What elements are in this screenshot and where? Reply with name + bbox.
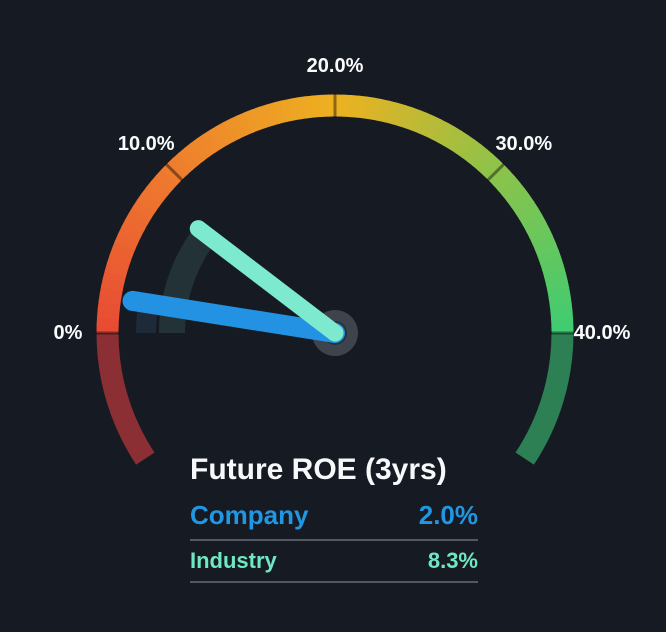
industry-needle	[189, 220, 344, 342]
chart-title: Future ROE (3yrs)	[190, 453, 447, 486]
industry-needle-trail	[159, 226, 216, 334]
gauge-tick-label: 40.0%	[574, 322, 631, 344]
industry-value: 8.3%	[427, 548, 478, 573]
gauge-tick-mark	[164, 162, 184, 182]
gauge-tick-label: 0%	[54, 322, 83, 344]
company-value: 2.0%	[418, 500, 478, 530]
gauge-tick-mark	[486, 162, 506, 182]
gauge-tick-label: 10.0%	[118, 133, 175, 155]
gauge-legend: Future ROE (3yrs) Company 2.0% Industry …	[190, 453, 478, 583]
company-label: Company	[190, 500, 309, 530]
industry-label: Industry	[190, 548, 277, 573]
gauge-tick-label: 20.0%	[307, 55, 364, 77]
legend-row-industry: Industry 8.3%	[190, 541, 478, 583]
legend-row-company: Company 2.0%	[190, 500, 478, 541]
gauge-tick-label: 30.0%	[495, 133, 552, 155]
gauge-band-above-max	[515, 332, 574, 465]
gauge-band-below-min	[96, 332, 155, 465]
company-needle	[122, 290, 345, 343]
